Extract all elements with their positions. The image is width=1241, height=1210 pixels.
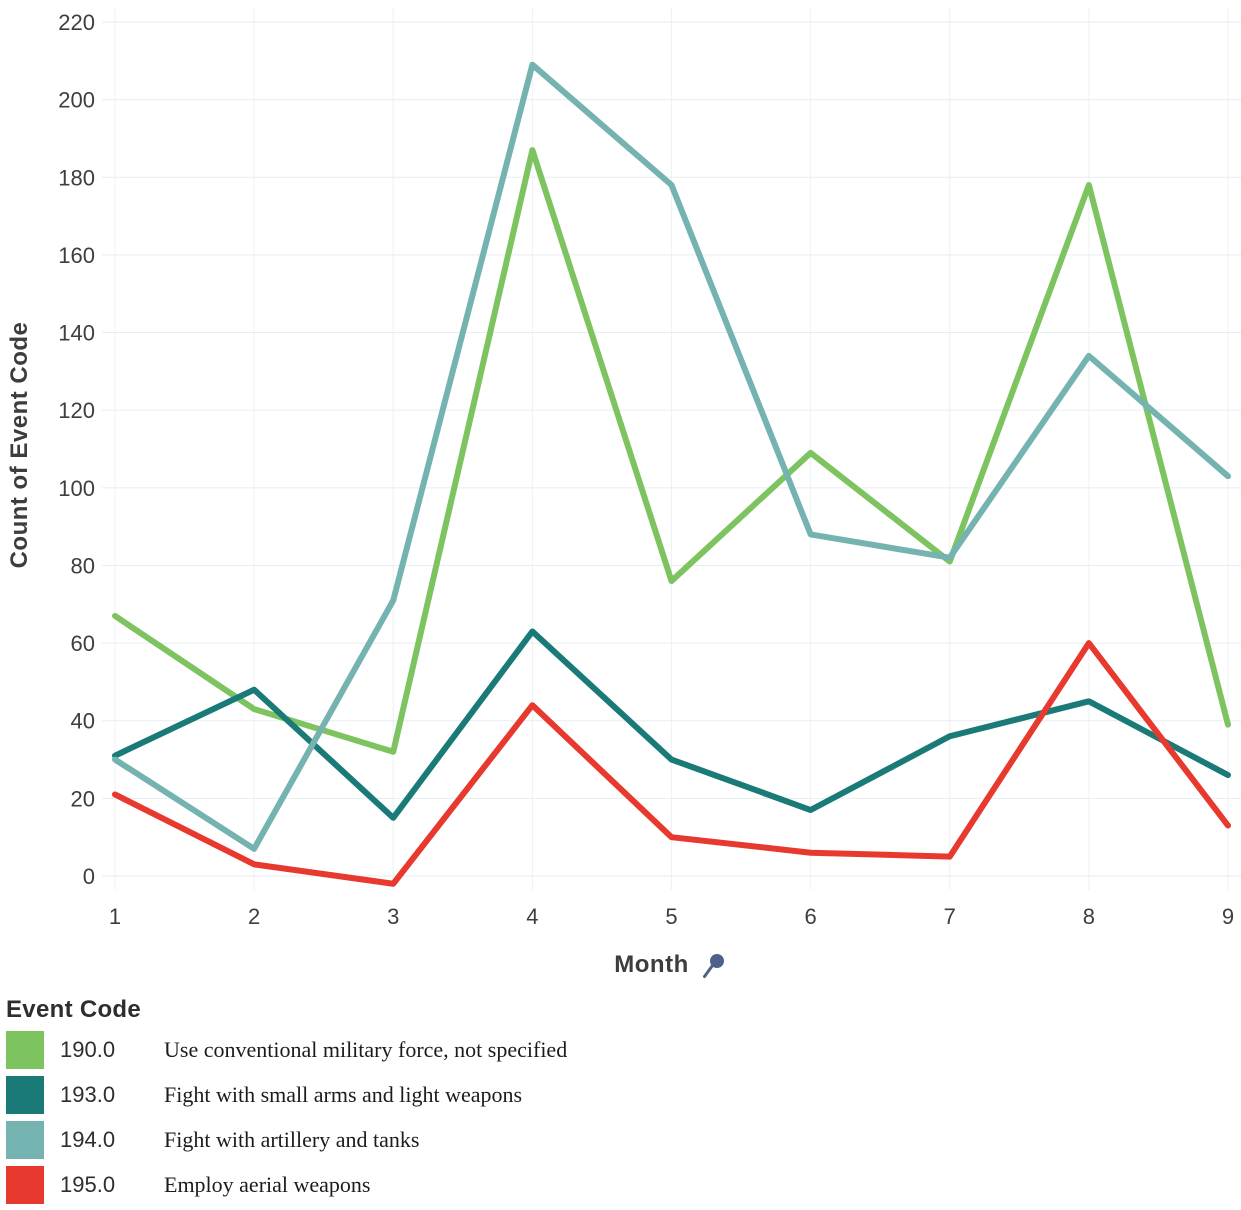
svg-text:80: 80 — [71, 553, 95, 578]
svg-text:6: 6 — [805, 904, 817, 929]
svg-text:180: 180 — [58, 165, 95, 190]
svg-text:9: 9 — [1222, 904, 1234, 929]
legend-swatch-193 — [6, 1076, 44, 1114]
svg-text:140: 140 — [58, 321, 95, 346]
legend-code: 190.0 — [60, 1037, 116, 1062]
legend: Event Code 190.0 Use conventional milita… — [6, 996, 567, 1204]
legend-item: 193.0 Fight with small arms and light we… — [6, 1076, 567, 1114]
pin-icon — [702, 954, 724, 978]
x-axis-title: Month — [614, 951, 689, 978]
legend-swatch-190 — [6, 1031, 44, 1069]
svg-text:2: 2 — [248, 904, 260, 929]
svg-text:220: 220 — [58, 10, 95, 35]
svg-text:0: 0 — [83, 864, 95, 889]
legend-item: 194.0 Fight with artillery and tanks — [6, 1121, 567, 1159]
legend-description: Fight with small arms and light weapons — [164, 1082, 523, 1107]
svg-text:3: 3 — [387, 904, 399, 929]
x-axis-title-row: Month — [100, 948, 1241, 982]
legend-description: Fight with artillery and tanks — [164, 1127, 420, 1152]
svg-text:60: 60 — [71, 631, 95, 656]
legend-code: 195.0 — [60, 1172, 116, 1197]
legend-swatch-194 — [6, 1121, 44, 1159]
legend-item: 195.0 Employ aerial weapons — [6, 1166, 567, 1204]
legend-item: 190.0 Use conventional military force, n… — [6, 1031, 567, 1069]
svg-text:5: 5 — [665, 904, 677, 929]
legend-code: 193.0 — [60, 1082, 116, 1107]
svg-text:120: 120 — [58, 398, 95, 423]
svg-text:20: 20 — [71, 786, 95, 811]
line-chart: 0 20 40 60 80 100 120 140 160 180 200 220 1 2 3 4 5 6 7 8 9 — [58, 8, 1241, 929]
svg-text:8: 8 — [1083, 904, 1095, 929]
svg-text:40: 40 — [71, 709, 95, 734]
legend-title: Event Code — [6, 996, 142, 1023]
legend-code: 194.0 — [60, 1127, 116, 1152]
svg-text:100: 100 — [58, 476, 95, 501]
svg-text:1: 1 — [109, 904, 121, 929]
svg-text:4: 4 — [526, 904, 538, 929]
legend-description: Use conventional military force, not spe… — [164, 1037, 568, 1062]
svg-text:7: 7 — [944, 904, 956, 929]
svg-text:160: 160 — [58, 243, 95, 268]
svg-text:200: 200 — [58, 88, 95, 113]
legend-swatch-195 — [6, 1166, 44, 1204]
legend-description: Employ aerial weapons — [164, 1172, 371, 1197]
